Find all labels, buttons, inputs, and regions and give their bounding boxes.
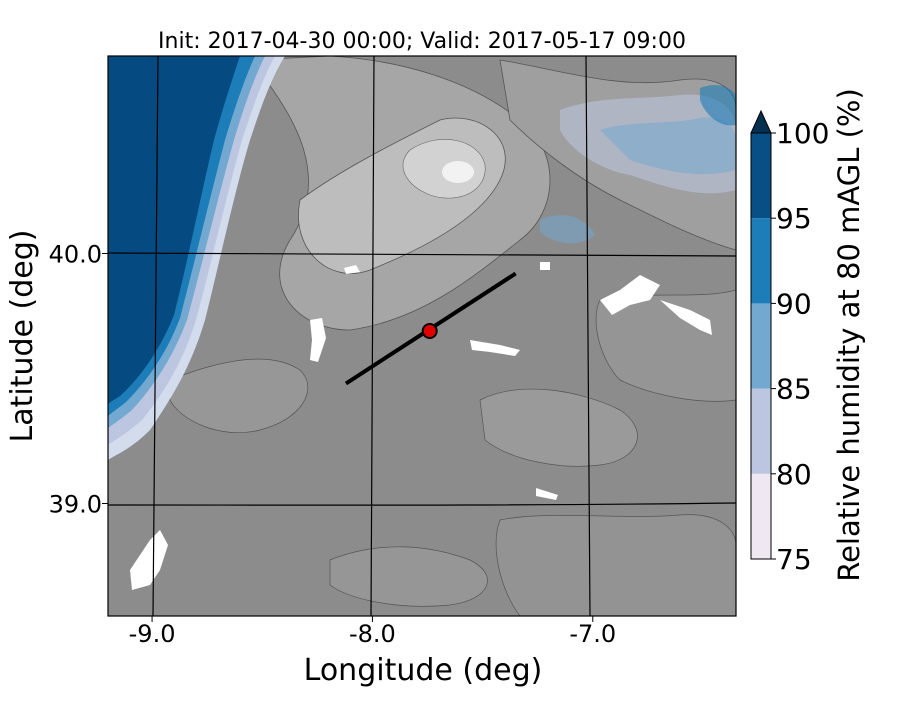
x-tick-label: -9.0 [129,620,176,648]
colorbar-tick-label: 90 [776,287,812,320]
graticule-lon-m7 [585,56,591,616]
humidity-patch-ne-4 [700,85,736,126]
map-panel [108,56,736,616]
colorbar-segment [751,218,771,304]
river-central [470,340,520,356]
terrain-peak [442,161,474,183]
terrain-plateau-4 [169,358,309,434]
colorbar-segment [751,133,771,219]
x-axis-label: Longitude (deg) [304,653,543,688]
terrain-plateau-5 [495,514,736,616]
ocean [108,56,240,404]
colorbar: 75 80 85 90 95 100 [750,109,829,576]
plot-title: Init: 2017-04-30 00:00; Valid: 2017-05-1… [158,29,686,54]
x-tick-label: -8.0 [349,620,396,648]
reservoir-south [536,488,558,500]
colorbar-frame [750,132,772,560]
colorbar-tick-label: 75 [776,543,812,576]
reservoir-north [344,265,360,274]
humidity-patch-ne-3 [540,215,595,244]
location-marker [421,323,438,339]
colorbar-tick-label: 85 [776,373,812,406]
y-axis-label: Latitude (deg) [5,230,40,443]
colorbar-tick-label: 80 [776,458,812,491]
map-frame [107,55,737,617]
terrain-plateau-3 [329,546,488,607]
y-tick-label: 40.0 [49,241,102,269]
y-axis-ticks: 40.0 39.0 [49,241,108,519]
colorbar-segment [751,473,771,559]
reservoir-northeast [540,262,550,270]
terrain-plateau-1 [479,388,638,467]
river-east-2 [660,300,712,335]
colorbar-segment [751,388,771,474]
lake-southwest [130,530,168,590]
x-axis-ticks: -9.0 -8.0 -7.0 [129,616,616,648]
graticule-lat-39 [108,502,736,506]
colorbar-tick-label: 95 [776,202,812,235]
colorbar-label: Relative humidity at 80 mAGL (%) [832,88,866,582]
x-tick-label: -7.0 [569,620,616,648]
graticule-lon-m9 [152,56,159,616]
graticule-lon-m8 [370,56,375,616]
graticule [108,56,736,616]
y-tick-label: 39.0 [49,491,102,519]
humidity-patch-ne-2 [600,117,736,175]
river-east-1 [600,275,660,315]
river-west [310,318,326,362]
graticule-lat-40 [108,252,736,257]
colorbar-tick-label: 100 [776,117,829,150]
colorbar-segment [751,303,771,389]
colorbar-extend-arrow [750,109,772,134]
